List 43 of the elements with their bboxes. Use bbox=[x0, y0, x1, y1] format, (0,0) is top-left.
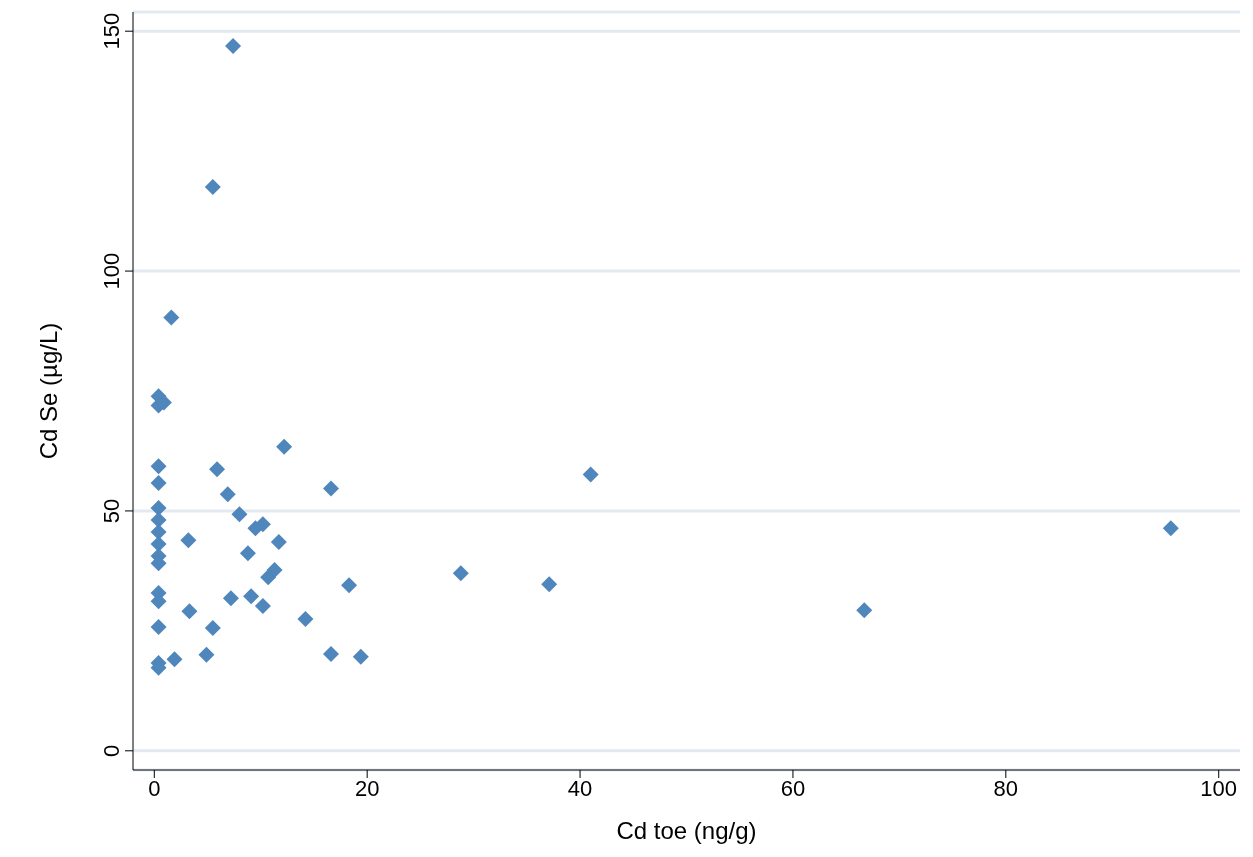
point bbox=[322, 645, 339, 662]
y-tick-label: 150 bbox=[99, 12, 124, 50]
point bbox=[243, 588, 260, 605]
point bbox=[150, 458, 167, 475]
point bbox=[231, 506, 248, 523]
point bbox=[180, 532, 197, 549]
point bbox=[163, 309, 180, 326]
point bbox=[209, 461, 226, 478]
x-tick-label: 0 bbox=[148, 775, 161, 801]
point bbox=[222, 590, 239, 607]
y-tick-label: 0 bbox=[99, 744, 124, 757]
point bbox=[452, 565, 469, 582]
y-tick-label: 100 bbox=[99, 252, 124, 290]
point bbox=[541, 576, 558, 593]
point bbox=[225, 38, 242, 55]
point bbox=[1162, 520, 1179, 537]
point bbox=[239, 545, 256, 562]
point bbox=[198, 646, 215, 663]
point bbox=[297, 610, 314, 627]
y-axis-title: Cd Se (µg/L) bbox=[34, 322, 62, 460]
point bbox=[219, 486, 236, 503]
x-tick-label: 60 bbox=[780, 775, 806, 801]
x-axis-title: Cd toe (ng/g) bbox=[616, 817, 757, 844]
point bbox=[276, 438, 293, 455]
point bbox=[204, 179, 221, 196]
x-tick-label: 20 bbox=[354, 775, 380, 801]
point bbox=[254, 597, 271, 614]
point bbox=[270, 534, 287, 551]
point bbox=[322, 480, 339, 497]
point bbox=[150, 619, 167, 636]
point bbox=[181, 603, 198, 620]
point bbox=[204, 619, 221, 636]
point bbox=[341, 577, 358, 594]
point bbox=[266, 561, 283, 578]
point bbox=[352, 648, 369, 665]
x-tick-label: 80 bbox=[993, 775, 1019, 801]
x-tick-label: 100 bbox=[1200, 775, 1238, 801]
point bbox=[166, 651, 183, 668]
point bbox=[150, 475, 167, 492]
x-tick-label: 40 bbox=[567, 775, 593, 801]
y-tick-label: 50 bbox=[99, 498, 124, 524]
point bbox=[856, 602, 873, 619]
point bbox=[582, 466, 599, 483]
